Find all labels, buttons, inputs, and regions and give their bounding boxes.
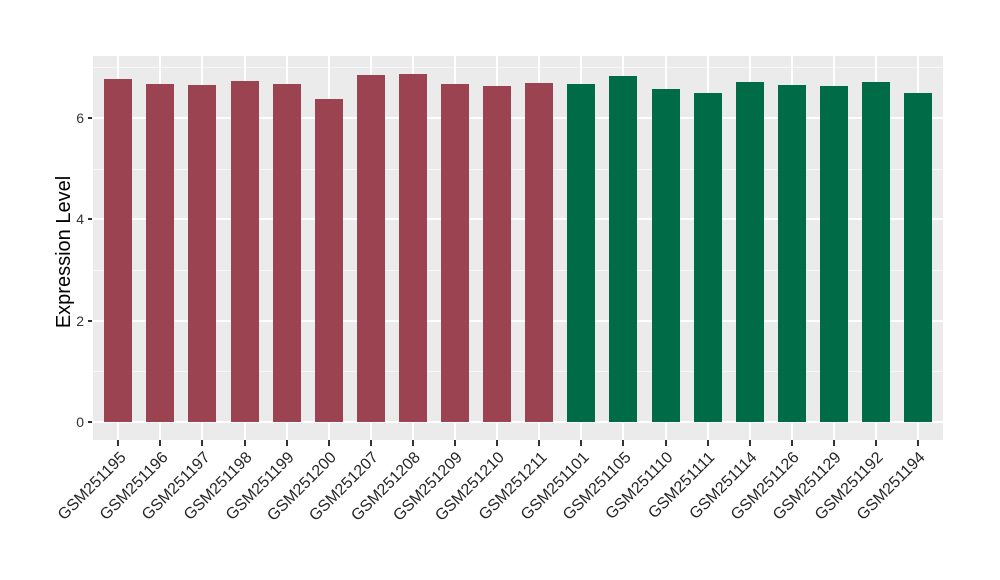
x-axis-tick xyxy=(369,440,372,446)
bar-GSM251196 xyxy=(146,83,175,422)
bar-GSM251126 xyxy=(777,84,806,422)
gridline-minor xyxy=(93,168,943,170)
x-axis-tick xyxy=(538,440,541,446)
x-axis-tick xyxy=(201,440,204,446)
bar-GSM251198 xyxy=(230,81,259,422)
x-axis-tick xyxy=(285,440,288,446)
y-tick-label: 0 xyxy=(76,414,84,430)
x-axis-tick xyxy=(917,440,920,446)
x-axis-tick xyxy=(327,440,330,446)
bar-GSM251200 xyxy=(314,98,343,422)
x-axis-tick xyxy=(664,440,667,446)
bar-GSM251114 xyxy=(735,82,764,422)
bar-GSM251199 xyxy=(272,83,301,422)
bar-GSM251192 xyxy=(862,82,890,422)
x-axis-tick xyxy=(748,440,751,446)
bar-GSM251105 xyxy=(609,76,638,422)
bar-GSM251209 xyxy=(441,83,469,422)
bar-GSM251195 xyxy=(104,78,133,422)
gridline-minor xyxy=(93,67,943,69)
x-axis-tick xyxy=(790,440,793,446)
y-tick-label: 4 xyxy=(76,211,84,228)
x-axis-tick xyxy=(117,440,120,446)
gridline-minor xyxy=(93,371,943,373)
x-axis-tick xyxy=(875,440,877,446)
y-axis-tick xyxy=(88,218,92,221)
bar-GSM251194 xyxy=(904,92,933,422)
bar-GSM251110 xyxy=(651,88,680,422)
bar-GSM251129 xyxy=(819,85,848,422)
bar-GSM251211 xyxy=(525,82,554,422)
x-axis-tick xyxy=(622,440,625,446)
y-tick-label: 2 xyxy=(76,312,84,329)
bar-GSM251111 xyxy=(693,92,722,422)
gridline-major xyxy=(93,116,943,119)
gridline-major xyxy=(93,319,943,322)
gridline-major xyxy=(93,421,943,423)
gridline-minor xyxy=(93,269,943,271)
x-axis-tick xyxy=(243,440,246,446)
x-axis-tick xyxy=(411,440,414,446)
x-axis-tick xyxy=(580,440,583,446)
plot-panel xyxy=(93,56,943,440)
bar-GSM251197 xyxy=(188,84,217,422)
x-axis-tick xyxy=(454,440,456,446)
x-axis-tick xyxy=(496,440,499,446)
y-axis-tick xyxy=(88,116,92,119)
x-axis-tick xyxy=(706,440,709,446)
x-axis-tick xyxy=(159,440,162,446)
gridline-major xyxy=(93,218,943,221)
y-tick-label: 6 xyxy=(76,109,84,126)
bar-GSM251210 xyxy=(483,86,512,422)
bar-GSM251208 xyxy=(398,74,427,422)
bar-GSM251207 xyxy=(356,75,385,422)
y-axis-tick xyxy=(88,319,92,322)
y-axis-tick xyxy=(88,421,92,423)
bar-GSM251101 xyxy=(567,84,596,422)
x-axis-tick xyxy=(832,440,835,446)
